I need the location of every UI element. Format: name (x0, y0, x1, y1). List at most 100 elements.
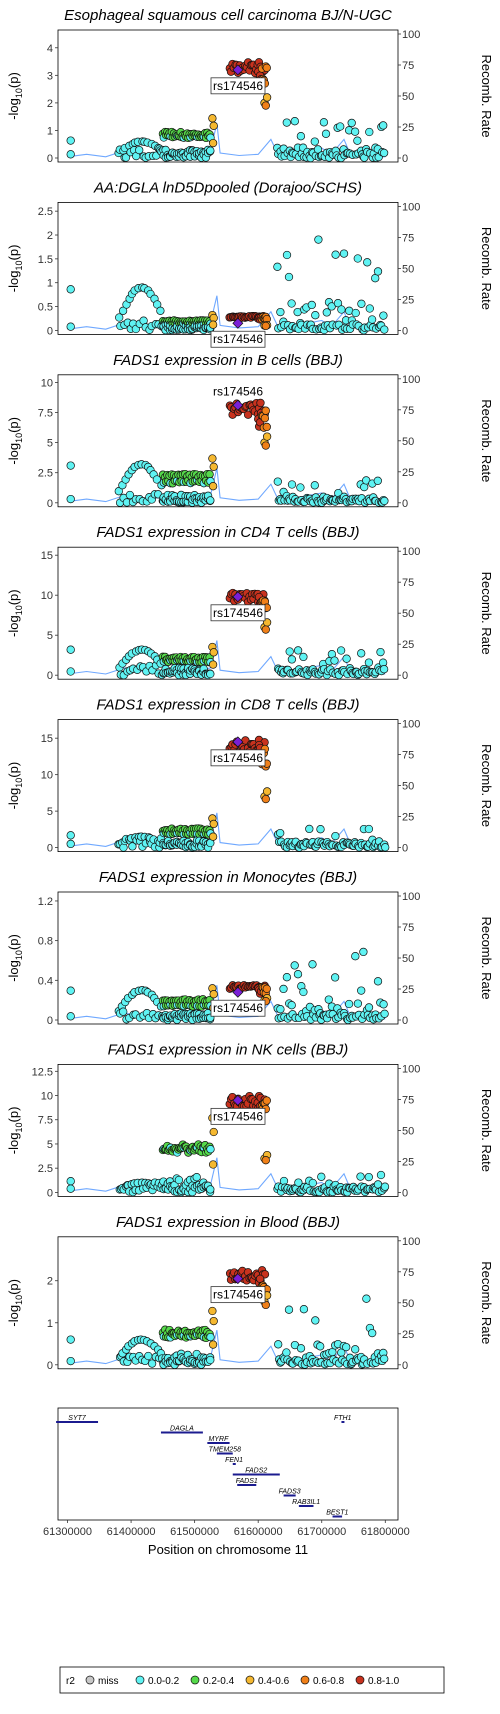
legend-label-4: 0.6-0.8 (313, 1676, 345, 1687)
panel-7-frame (57, 1064, 399, 1197)
panel-6-snp-point (66, 1012, 75, 1021)
panel-2-ylabel: -log10(p) (6, 245, 24, 293)
panel-6-snp-point (359, 947, 368, 957)
panel-1-lead-label-box (210, 77, 266, 95)
panel-1-snp-point (321, 129, 331, 138)
panel-8-ytick-label: 1 (47, 1318, 53, 1330)
legend-swatch-3 (245, 1675, 255, 1685)
panel-5-y2tick-label: 0 (402, 843, 408, 855)
panel-6-snp-point (262, 984, 271, 993)
panel-8-lead-snp (232, 1273, 244, 1285)
panel-1-y2tick-label: 75 (402, 60, 414, 72)
panel-1-snp-point (379, 121, 388, 130)
legend-label-3: 0.4-0.6 (258, 1676, 290, 1687)
panel-6-lead-label: rs174546 (213, 1001, 263, 1015)
panel-7-lead-snp (232, 1094, 244, 1106)
panel-8-lead-label-box (210, 1286, 266, 1304)
panel-1-snp-point (66, 150, 75, 159)
panel-4-snp-point (379, 665, 389, 674)
panel-2-snp-point (208, 320, 218, 329)
panel-4-y2tick-label: 100 (402, 546, 420, 558)
panel-8-snp-point (255, 1274, 265, 1283)
panel-8-snp-point (296, 1344, 306, 1353)
panel-1-ytick-label: 3 (47, 70, 53, 82)
panel-2-y2tick-label: 0 (402, 325, 408, 337)
panel-3-snp-point (262, 432, 272, 441)
panel-1-snp-point (206, 146, 215, 155)
panel-2-snp-point (363, 258, 372, 267)
panel-7-snp-point (66, 1177, 75, 1186)
panel-2-ytick-label: 1 (47, 278, 53, 290)
panel-6-snp-point (276, 1005, 285, 1014)
panel-6-snp-point (66, 986, 75, 995)
panel-7-ytick-label: 7.5 (38, 1115, 53, 1127)
legend-label-0: miss (98, 1676, 119, 1687)
panel-2-y2tick-label: 25 (402, 294, 414, 306)
panel-2-snp-point (379, 311, 388, 320)
panel-1-y2tick-label: 100 (402, 29, 420, 41)
panel-4-y2tick-label: 0 (402, 670, 408, 682)
panel-7-snp-point (380, 1182, 390, 1191)
panel-4-title: FADS1 expression in CD4 T cells (BBJ) (96, 524, 359, 541)
panel-4-y2tick-label: 25 (402, 639, 414, 651)
panel-2-lead-label-box (210, 330, 266, 348)
legend-label-2: 0.2-0.4 (203, 1676, 235, 1687)
panel-2-snp-point (118, 306, 128, 315)
gene-label-syt7: SYT7 (68, 1415, 87, 1422)
panel-2-snp-point (156, 306, 165, 315)
panel-1-y2tick-label: 0 (402, 153, 408, 165)
panel-6-ytick-label: 1.2 (38, 896, 53, 908)
panel-5-title: FADS1 expression in CD8 T cells (BBJ) (96, 697, 359, 714)
panel-6-y2tick-label: 0 (402, 1015, 408, 1027)
gene-label-fads2: FADS2 (245, 1468, 267, 1475)
legend-swatch-2 (190, 1675, 200, 1685)
panel-5-lead-snp (232, 736, 244, 748)
panel-8-snp-point (208, 1340, 218, 1349)
panel-2-title: AA:DGLA lnD5Dpooled (Dorajoo/SCHS) (93, 179, 362, 196)
panel-5-snp-point (381, 843, 390, 852)
panel-3-snp-point (209, 462, 218, 471)
panel-5-snp-point (305, 824, 314, 834)
panel-4-y2tick-label: 50 (402, 608, 414, 620)
panel-6-y2label: Recomb. Rate (479, 916, 494, 999)
panel-5-ylabel: -log10(p) (6, 762, 24, 810)
legend-swatch-4 (300, 1675, 310, 1685)
panel-1-ytick-label: 0 (47, 153, 53, 165)
panel-2-snp-point (367, 315, 377, 324)
panel-4-snp-point (376, 647, 385, 657)
panel-7-ytick-label: 5 (47, 1139, 53, 1151)
panel-5-snp-point (209, 819, 218, 829)
panel-7-ytick-label: 12.5 (32, 1066, 53, 1078)
panel-1-snp-point (353, 136, 362, 145)
panel-6-lead-label-box (210, 999, 266, 1017)
panel-7-snp-point (66, 1184, 75, 1193)
panel-5-recomb-line (67, 812, 386, 847)
xtick-label: 61600000 (234, 1526, 283, 1538)
panel-7-snp-point (208, 1160, 218, 1169)
panel-2-snp-point (261, 321, 270, 331)
panel-8-lead-label: rs174546 (213, 1288, 263, 1302)
panel-2-snp-point (373, 267, 383, 276)
panel-1-snp-point (121, 153, 131, 162)
panel-7-title: FADS1 expression in NK cells (BBJ) (108, 1041, 349, 1058)
panel-2-snp-point (357, 299, 366, 308)
panel-3-y2tick-label: 25 (402, 467, 414, 479)
panel-4-snp-point (209, 648, 218, 657)
panel-5-lead-label-box (210, 749, 266, 767)
panel-5-snp-point (66, 831, 75, 840)
panel-6-ytick-label: 0.8 (38, 936, 53, 948)
panel-4-lead-snp (232, 591, 244, 603)
legend-title: r2 (66, 1676, 75, 1687)
panel-5-snp-point (208, 832, 218, 841)
panel-3-y2tick-label: 75 (402, 405, 414, 417)
panel-8-snp-point (144, 1351, 153, 1361)
panel-8-snp-point (284, 1305, 294, 1314)
x-axis-label: Position on chromosome 11 (148, 1542, 308, 1557)
xtick-label: 61400000 (107, 1526, 156, 1538)
panel-1-snp-point (262, 93, 272, 102)
panel-2-snp-point (339, 249, 349, 258)
panel-6-snp-point (282, 973, 292, 982)
panel-2-snp-point (287, 299, 296, 308)
panel-8-y2tick-label: 25 (402, 1329, 414, 1341)
panel-7-ytick-label: 2.5 (38, 1163, 53, 1175)
